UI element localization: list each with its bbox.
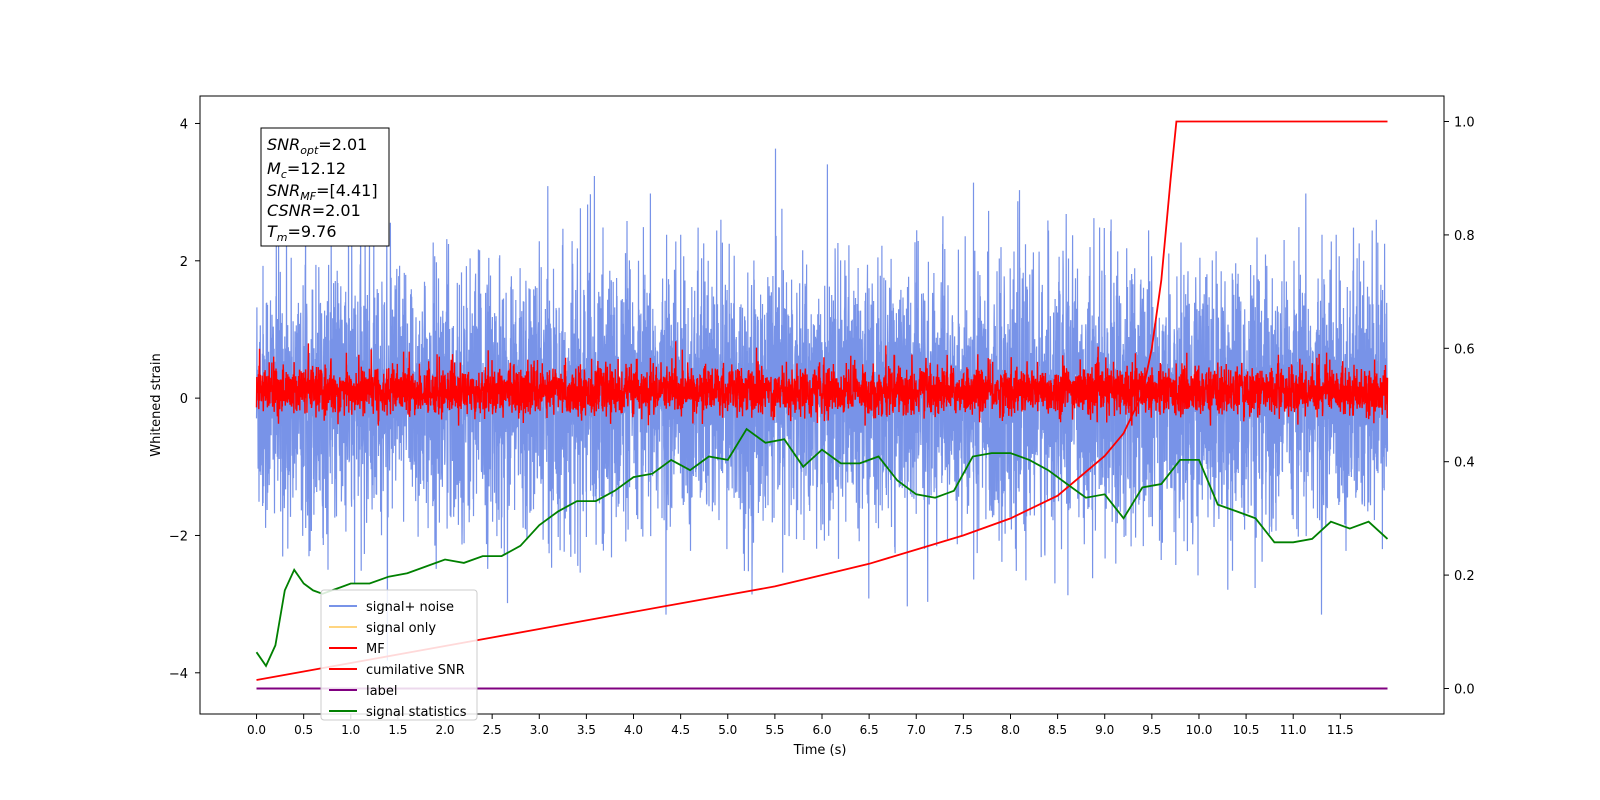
x-tick-label: 11.5 [1327, 723, 1354, 737]
series-signal-statistics [255, 427, 1389, 668]
x-tick-label: 7.0 [907, 723, 926, 737]
x-tick-label: 6.5 [860, 723, 879, 737]
legend-label: MF [366, 642, 385, 657]
legend-label: cumilative SNR [366, 663, 465, 678]
y-left-tick-label: −4 [169, 667, 188, 682]
x-tick-label: 4.0 [624, 723, 643, 737]
x-tick-label: 6.0 [812, 723, 831, 737]
y-left-tick-label: 0 [180, 392, 188, 407]
y-left-tick-label: 4 [180, 117, 188, 132]
x-tick-label: 2.0 [435, 723, 454, 737]
y-right-tick-label: 1.0 [1454, 116, 1475, 131]
y-axis-right-ticks: 1.0 0.8 0.6 0.4 0.2 0.0 [1444, 116, 1475, 697]
x-tick-label: 2.5 [483, 723, 502, 737]
y-right-tick-label: 0.4 [1454, 456, 1475, 471]
y-right-tick-label: 0.6 [1454, 342, 1475, 357]
y-right-tick-label: 0.2 [1454, 569, 1475, 584]
info-mc: Mc=12.12 [267, 159, 346, 181]
info-csnr: CSNR=2.01 [267, 201, 361, 220]
y-left-tick-label: −2 [169, 529, 188, 544]
x-tick-label: 8.0 [1001, 723, 1020, 737]
y-axis-label: Whitened strain [149, 353, 164, 456]
y-left-tick-label: 2 [180, 255, 188, 270]
x-tick-label: 0.0 [247, 723, 266, 737]
x-tick-label: 5.0 [718, 723, 737, 737]
x-tick-label: 1.5 [388, 723, 407, 737]
x-axis-ticks: 0.0 0.5 1.0 1.5 2.0 2.5 3.0 3.5 4.0 4.5 5.0 5.5 6.0 6… [247, 714, 1354, 737]
x-tick-label: 3.5 [577, 723, 596, 737]
legend-label: signal+ noise [366, 600, 454, 615]
legend: signal+ noise signal only MF cumilative SNR… [320, 589, 478, 721]
x-tick-label: 7.5 [954, 723, 973, 737]
x-axis-label: Time (s) [793, 743, 847, 758]
info-snr-opt: SNRopt=2.01 [267, 135, 367, 157]
x-tick-label: 1.0 [341, 723, 360, 737]
info-snr-mf: SNRMF=[4.41] [267, 181, 378, 203]
x-tick-label: 3.0 [530, 723, 549, 737]
x-tick-label: 10.5 [1233, 723, 1260, 737]
series-mf [255, 341, 1389, 426]
x-tick-label: 4.5 [671, 723, 690, 737]
y-right-tick-label: 0.8 [1454, 229, 1475, 244]
x-tick-label: 9.5 [1142, 723, 1161, 737]
y-right-tick-label: 0.0 [1454, 682, 1475, 697]
legend-label: label [366, 684, 397, 699]
x-tick-label: 10.0 [1186, 723, 1213, 737]
x-tick-label: 11.0 [1280, 723, 1307, 737]
legend-label: signal statistics [366, 705, 467, 720]
info-tm: Tm=9.76 [267, 222, 337, 244]
legend-label: signal only [366, 621, 436, 636]
x-tick-label: 0.5 [294, 723, 313, 737]
y-axis-left-ticks: 4 2 0 −2 −4 [169, 117, 200, 682]
x-tick-label: 9.0 [1095, 723, 1114, 737]
info-box: SNRopt=2.01 Mc=12.12 SNRMF=[4.41] CSNR=2… [260, 127, 390, 247]
x-tick-label: 8.5 [1048, 723, 1067, 737]
x-tick-label: 5.5 [765, 723, 784, 737]
